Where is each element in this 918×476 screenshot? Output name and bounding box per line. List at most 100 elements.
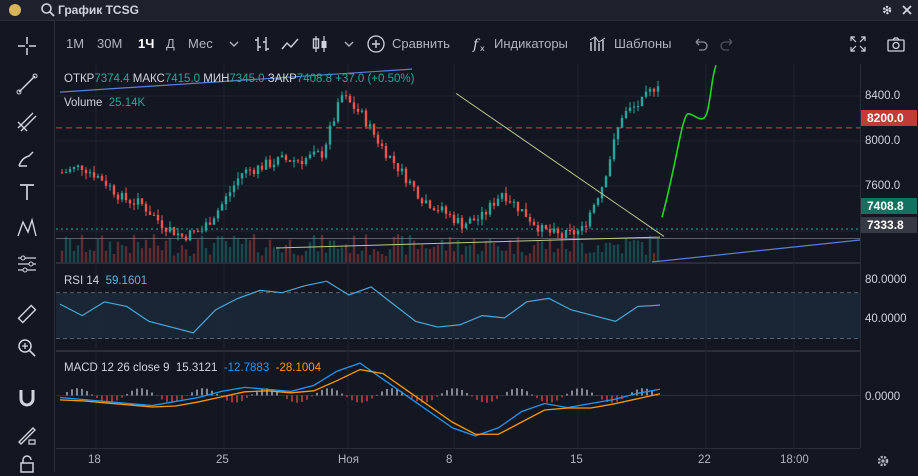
camera-icon[interactable] [886,34,906,54]
price-axis[interactable]: 8400.0 8000.0 7600.0 8200.0 7408.8 7333.… [860,64,918,448]
volume-bar [60,250,64,262]
lock-drawings-icon[interactable] [15,422,39,446]
candle-body [504,193,508,202]
candle-body [124,192,128,201]
candle-body [152,214,156,216]
crosshair-icon[interactable] [15,34,39,58]
chevron-down-icon[interactable] [224,34,244,54]
volume-bar [312,235,316,262]
redo-icon[interactable] [718,34,738,54]
title-bar: График TCSG [0,0,918,21]
candle-body [656,86,660,92]
volume-bar [560,235,564,262]
zoom-in-icon[interactable] [15,336,39,360]
candle-body [232,185,236,193]
volume-bar [108,241,112,262]
close-icon[interactable] [900,3,914,17]
volume-bar [164,240,168,262]
text-icon[interactable] [15,180,39,204]
candle-body [648,88,652,92]
chart-area[interactable]: ОТКР7374.4 МАКС7415.0 МИН7345.0 ЗАКР7408… [56,64,861,448]
candle-body [636,106,640,108]
magnet-icon[interactable] [15,386,39,410]
candle-body [372,124,376,135]
templates-button[interactable]: Шаблоны [614,36,672,51]
fullscreen-icon[interactable] [848,34,868,54]
ruler-icon[interactable] [15,302,39,326]
candle-body [196,231,200,233]
candle-body [464,223,468,229]
bars-type-icon[interactable] [252,34,272,54]
volume-bar [380,253,384,262]
candle-body [312,151,316,155]
open-label: ОТКР [64,73,95,85]
lock-icon[interactable] [15,452,39,476]
svg-text:x: x [480,44,485,53]
pattern-icon[interactable] [15,216,39,240]
volume-bar [172,255,176,262]
candle-body [292,160,296,162]
ohlc-legend: ОТКР7374.4 МАКС7415.0 МИН7345.0 ЗАКР7408… [64,73,414,85]
candle-body [456,217,460,224]
volume-bar [200,235,204,262]
volume-bar [192,253,196,262]
volume-bar [548,239,552,262]
chevron-down-icon[interactable] [339,34,359,54]
candle-body [60,172,64,174]
interval-30m[interactable]: 30М [97,36,123,51]
volume-bar [508,240,512,262]
candle-body [260,165,264,170]
prediction-icon[interactable] [15,252,39,276]
fib-icon[interactable] [15,110,39,134]
volume-bar [148,248,152,262]
candle-body [288,159,292,162]
volume-bar [228,246,232,262]
candle-body [440,206,444,211]
candle-body [188,230,192,241]
volume-bar [180,245,184,262]
candle-body [652,88,656,92]
candle-body [452,214,456,224]
alert-price-tag: 8200.0 [861,110,917,126]
gear-icon[interactable] [880,3,894,17]
indicators-button[interactable]: Индикаторы [494,36,568,51]
candle-body [508,201,512,203]
compare-plus-icon[interactable] [366,34,386,54]
candle-body [172,226,176,236]
volume-bar [168,237,172,262]
candles-type-icon[interactable] [310,34,330,54]
brush-icon[interactable] [15,146,39,170]
volume-bar [248,240,252,262]
volume-bar [252,234,256,262]
compare-button[interactable]: Сравнить [392,36,450,51]
volume-bar [196,239,200,262]
candle-body [76,165,80,167]
interval-day[interactable]: Д [166,36,175,51]
interval-month[interactable]: Мес [188,36,213,51]
search-icon[interactable] [40,2,56,18]
candle-body [584,226,588,228]
close-value: 7408.8 [296,73,332,85]
volume-bar [284,244,288,262]
volume-bar [624,238,628,262]
trend-line-icon[interactable] [15,72,39,96]
line-type-icon[interactable] [280,34,300,54]
undo-icon[interactable] [690,34,710,54]
window-title: График TCSG [58,3,139,17]
chart-canvas[interactable] [56,64,861,448]
macd-hist-value: 15.3121 [175,362,218,374]
volume-bar [324,252,328,262]
last-price-tag: 7408.8 [861,198,917,214]
templates-icon[interactable] [588,34,608,54]
time-axis[interactable]: 18 25 Ноя 8 15 22 18:00 [56,448,889,473]
candle-body [280,155,284,158]
interval-1m[interactable]: 1М [66,36,85,51]
candle-body [492,202,496,206]
settings-icon[interactable] [874,452,892,470]
interval-1h[interactable]: 1Ч [138,36,155,51]
volume-bar [236,237,240,262]
candle-body [532,221,536,226]
rsi-axis-label: 80.0000 [865,274,907,286]
volume-bar [256,252,260,262]
